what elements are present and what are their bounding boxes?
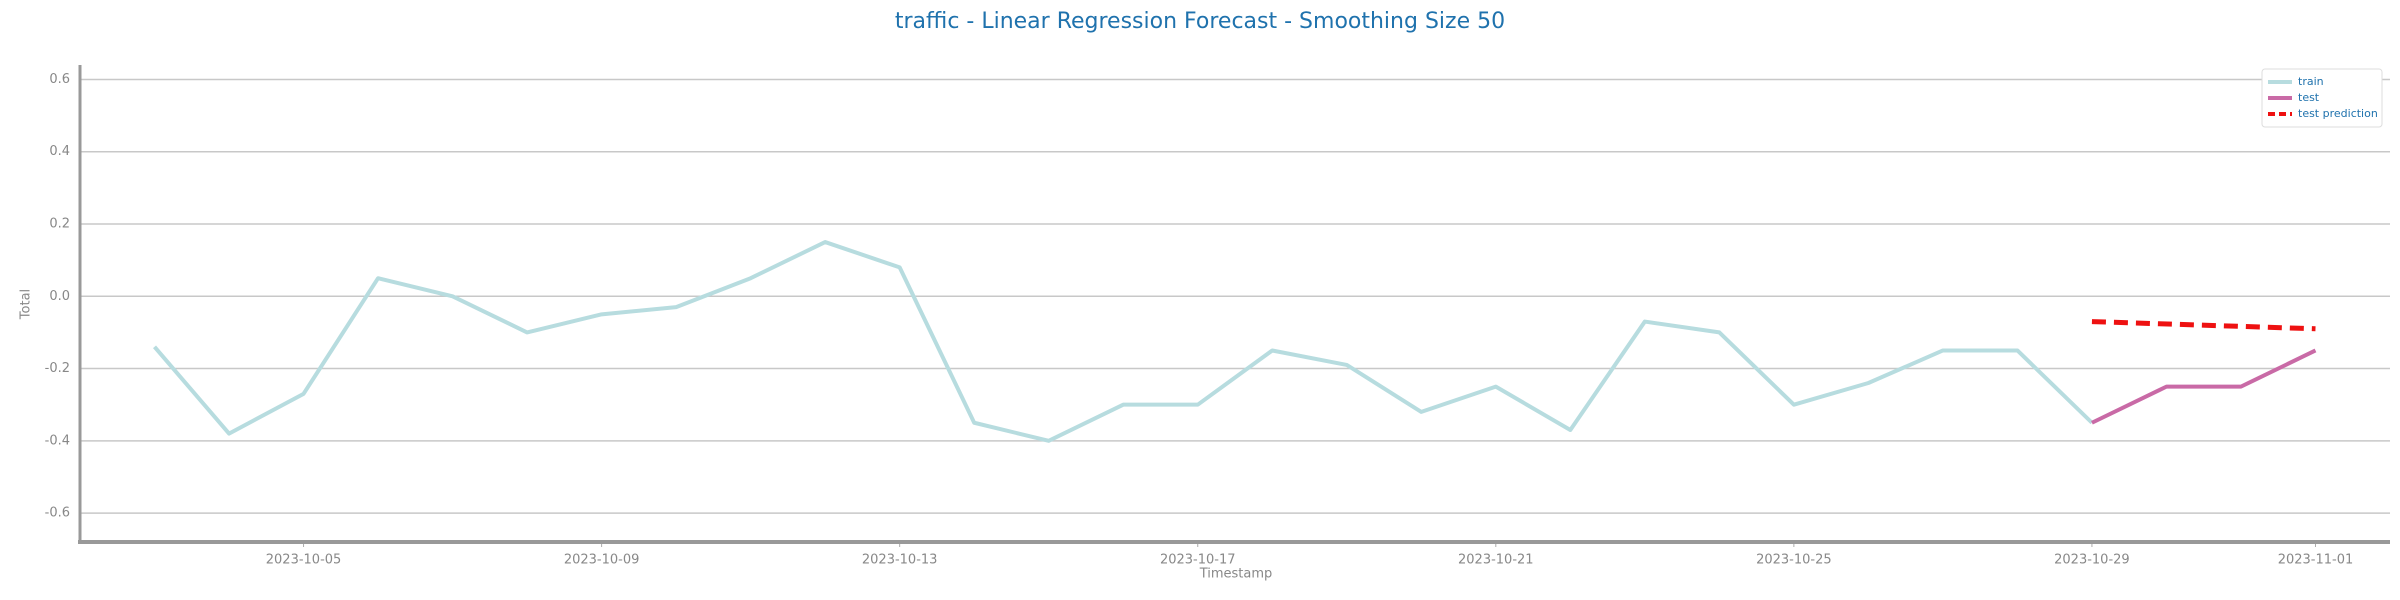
series-line xyxy=(2091,319,2316,332)
series-line xyxy=(152,240,2094,443)
y-tick-label: 0.6 xyxy=(49,72,70,87)
x-tick-label: 2023-10-29 xyxy=(2054,553,2130,568)
y-tick-label: -0.6 xyxy=(45,506,70,521)
y-tick-label: -0.4 xyxy=(45,433,70,448)
x-tick-label: 2023-10-09 xyxy=(564,553,640,568)
y-tick-label: -0.2 xyxy=(45,361,70,376)
series-line xyxy=(2091,348,2317,425)
legend-label: test xyxy=(2298,91,2320,104)
x-axis-label: Timestamp xyxy=(1199,567,1273,582)
x-tick-label: 2023-10-21 xyxy=(1458,553,1534,568)
y-tick-label: 0.4 xyxy=(49,144,70,159)
legend-label: train xyxy=(2298,75,2324,88)
x-tick-label: 2023-10-17 xyxy=(1160,553,1236,568)
y-axis-label: Total xyxy=(19,289,34,320)
legend: train test test prediction xyxy=(2261,68,2383,128)
x-tick-label: 2023-10-25 xyxy=(1756,553,1832,568)
chart-title: traffic - Linear Regression Forecast - S… xyxy=(895,9,1505,34)
x-tick-label: 2023-11-01 xyxy=(2278,553,2354,568)
legend-label: test prediction xyxy=(2298,107,2378,120)
y-tick-label: 0.2 xyxy=(49,217,70,232)
x-tick-label: 2023-10-05 xyxy=(266,553,342,568)
y-tick-label: 0.0 xyxy=(49,289,70,304)
x-tick-label: 2023-10-13 xyxy=(862,553,938,568)
